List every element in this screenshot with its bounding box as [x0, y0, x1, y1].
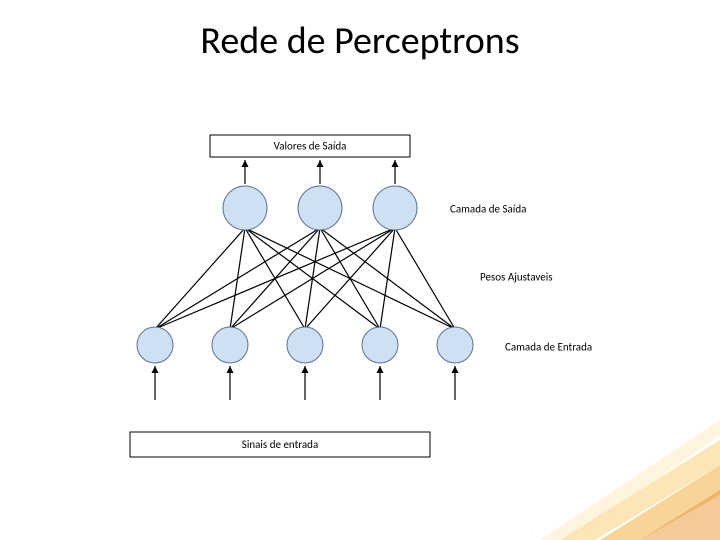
- side-labels: Camada de Saída Pesos Ajustaveis Camada de…: [450, 203, 592, 354]
- input-node: [287, 327, 323, 363]
- output-arrows: [245, 160, 395, 184]
- output-layer: [223, 186, 417, 230]
- output-node: [223, 186, 267, 230]
- network-diagram: Valores de Saída Sinais de entrada Camada…: [0, 0, 720, 540]
- input-node: [212, 327, 248, 363]
- side-label-input_layer: Camada de Entrada: [505, 341, 592, 354]
- input-box-label: Sinais de entrada: [242, 438, 318, 451]
- side-label-weights: Pesos Ajustaveis: [480, 271, 553, 284]
- input-node: [362, 327, 398, 363]
- output-box-label: Valores de Saída: [274, 140, 347, 153]
- edges: [155, 228, 455, 329]
- input-layer: [137, 327, 473, 363]
- output-node: [298, 186, 342, 230]
- input-node: [437, 327, 473, 363]
- side-label-output_layer: Camada de Saída: [450, 203, 526, 216]
- output-node: [373, 186, 417, 230]
- input-arrows: [155, 366, 455, 400]
- input-node: [137, 327, 173, 363]
